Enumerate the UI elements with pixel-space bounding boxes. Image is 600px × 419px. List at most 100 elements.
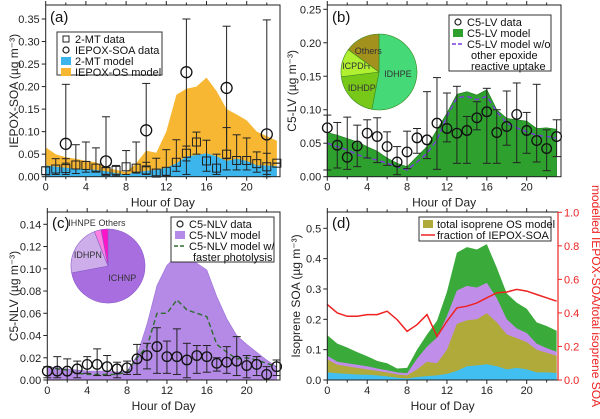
data-point-circle bbox=[471, 112, 483, 124]
x-axis-title: Hour of Day bbox=[412, 196, 476, 210]
x-tick-label: 20 bbox=[241, 182, 253, 194]
data-point-square bbox=[81, 160, 91, 170]
data-point-square bbox=[272, 158, 282, 168]
data-point-circle bbox=[261, 368, 273, 380]
data-point-circle bbox=[411, 132, 423, 144]
pie-label: IDHPE bbox=[384, 69, 412, 79]
y-tick-label: 0.25 bbox=[18, 59, 39, 71]
x-tick-label: 12 bbox=[441, 182, 453, 194]
y-tick-label: 0.15 bbox=[300, 71, 321, 83]
y2-tick-label: 0.6 bbox=[564, 274, 579, 286]
data-point-circle bbox=[180, 66, 193, 79]
pie-slice bbox=[347, 33, 380, 73]
y-tick-label: 0.05 bbox=[18, 149, 39, 161]
pie-label: IDHDP bbox=[348, 83, 376, 93]
legend-label: 2-MT data bbox=[75, 34, 126, 46]
plot-frame bbox=[326, 4, 562, 178]
pie-slice bbox=[340, 71, 380, 110]
pie-label: ICHNP bbox=[108, 273, 136, 283]
legend-swatch-square bbox=[62, 35, 70, 43]
x-tick-label: 8 bbox=[123, 182, 129, 194]
y-tick-label: 0.1 bbox=[306, 345, 321, 357]
data-point-circle bbox=[59, 137, 72, 150]
legend-label: fraction of IEPOX-SOA bbox=[437, 230, 550, 242]
data-point-circle bbox=[140, 124, 153, 137]
panel-c: 0 4 8 12 16 20 Hour of Day 0.00 0.02 0.04 0.06 0.08… bbox=[7, 208, 283, 413]
x-tick-label: 20 bbox=[521, 182, 533, 194]
data-point-circle bbox=[251, 358, 263, 370]
x-tick-label: 16 bbox=[481, 385, 493, 397]
x-tick-label: 0 bbox=[43, 182, 49, 194]
y-tick-label: 0.10 bbox=[300, 105, 321, 117]
legend-swatch-orange bbox=[61, 68, 71, 76]
pie-label: Others bbox=[98, 218, 126, 228]
area-c5-nlv-model bbox=[47, 253, 277, 381]
legend-label: IEPOX-OS model bbox=[75, 67, 161, 79]
data-point-circle bbox=[141, 350, 153, 361]
pie-slice bbox=[100, 228, 109, 267]
legend-label: C5-LV data bbox=[467, 17, 523, 29]
x-tick-label: 4 bbox=[83, 182, 89, 194]
x-tick-label: 16 bbox=[201, 385, 213, 397]
data-point-circle bbox=[521, 125, 533, 136]
y-tick-label: 0.20 bbox=[300, 38, 321, 50]
legend-label: IEPOX-SOA data bbox=[75, 45, 160, 57]
y-axis-title: Isoprene SOA (µg m⁻³) bbox=[289, 234, 303, 357]
pie-chart: ICHNP IDHPN IHNPE Others bbox=[68, 218, 146, 304]
y-tick-label: 0.12 bbox=[20, 242, 41, 254]
data-point-circle bbox=[461, 125, 473, 136]
y-tick-label: 0.25 bbox=[300, 4, 321, 16]
legend-label: reactive uptake bbox=[471, 61, 546, 73]
legend-box bbox=[56, 31, 163, 76]
legend-label: faster photolysis bbox=[193, 252, 273, 264]
y-tick-label: 0.00 bbox=[20, 375, 41, 387]
legend-box bbox=[448, 14, 552, 72]
x-tick-label: 12 bbox=[441, 385, 453, 397]
panel-label: (a) bbox=[50, 9, 68, 26]
y-tick-label: 0.00 bbox=[18, 172, 39, 184]
y-axis-title: IEPOX-SOA (µg m⁻³) bbox=[7, 34, 21, 148]
legend-label: C5-LV model bbox=[467, 28, 530, 40]
panel-label: (b) bbox=[332, 9, 350, 26]
x-tick-label: 4 bbox=[84, 385, 90, 397]
data-point-square bbox=[212, 163, 222, 173]
x-axis-title: Hour of Day bbox=[132, 399, 196, 413]
x-tick-label: 12 bbox=[161, 385, 173, 397]
area-2-mt-model bbox=[327, 364, 557, 380]
data-point-circle bbox=[371, 131, 383, 142]
data-point-circle bbox=[99, 155, 113, 168]
y-axis-title: C5-LV (µg m⁻³) bbox=[285, 50, 299, 132]
data-point-circle bbox=[511, 108, 523, 120]
y-tick-label: 0.06 bbox=[20, 308, 41, 320]
data-point-square bbox=[232, 155, 242, 165]
area-2-mt-model bbox=[45, 153, 277, 177]
data-point-circle bbox=[481, 106, 493, 118]
y-tick-label: 0.0 bbox=[306, 375, 321, 387]
legend-label: C5-NLV model bbox=[189, 230, 260, 242]
pie-label: ICPDH bbox=[342, 61, 370, 71]
data-point-square bbox=[191, 137, 201, 147]
legend-swatch-circle bbox=[176, 220, 184, 228]
data-point-square bbox=[161, 166, 171, 176]
legend-label: C5-LV model w/o bbox=[467, 39, 551, 51]
data-point-circle bbox=[331, 139, 343, 151]
y-tick-label: 0.35 bbox=[18, 14, 39, 26]
data-point-square bbox=[71, 160, 81, 170]
data-point-circle bbox=[351, 140, 363, 152]
y-tick-label: 0.08 bbox=[20, 286, 41, 298]
y-tick-label: 0.3 bbox=[306, 284, 321, 296]
data-point-circle bbox=[381, 141, 393, 153]
x-tick-label: 16 bbox=[481, 182, 493, 194]
data-point-circle bbox=[441, 123, 453, 134]
y-tick-label: 0.05 bbox=[300, 138, 321, 150]
line-fraction-of-iepox-soa bbox=[326, 288, 557, 338]
y-tick-label: 0.20 bbox=[18, 82, 39, 94]
data-point-square bbox=[242, 155, 252, 165]
data-point-circle bbox=[431, 117, 443, 129]
data-point-circle bbox=[121, 362, 133, 374]
y-tick-label: 0.15 bbox=[18, 104, 39, 116]
y-tick-label: 0.10 bbox=[20, 264, 41, 276]
plot-frame bbox=[46, 211, 281, 381]
